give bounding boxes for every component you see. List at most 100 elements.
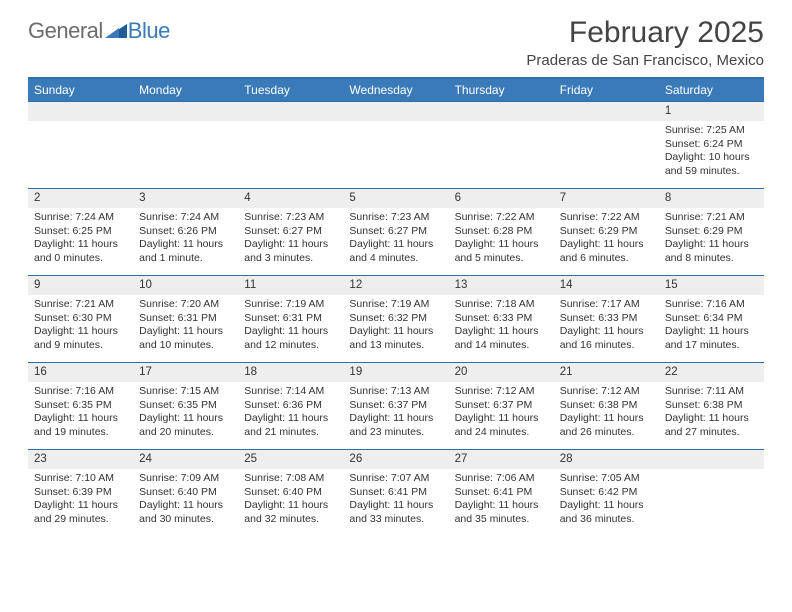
daylight-text: Daylight: 11 hours and 33 minutes. bbox=[349, 499, 442, 526]
day-number: 3 bbox=[133, 189, 238, 208]
sunrise-text: Sunrise: 7:12 AM bbox=[455, 385, 548, 399]
day-body: Sunrise: 7:12 AMSunset: 6:37 PMDaylight:… bbox=[449, 382, 554, 446]
sunset-text: Sunset: 6:31 PM bbox=[139, 312, 232, 326]
calendar-day: 15Sunrise: 7:16 AMSunset: 6:34 PMDayligh… bbox=[659, 276, 764, 362]
sunrise-text: Sunrise: 7:08 AM bbox=[244, 472, 337, 486]
day-body: Sunrise: 7:20 AMSunset: 6:31 PMDaylight:… bbox=[133, 295, 238, 359]
daylight-text: Daylight: 11 hours and 17 minutes. bbox=[665, 325, 758, 352]
day-body: Sunrise: 7:23 AMSunset: 6:27 PMDaylight:… bbox=[238, 208, 343, 272]
day-number: 28 bbox=[554, 450, 659, 469]
day-body: Sunrise: 7:11 AMSunset: 6:38 PMDaylight:… bbox=[659, 382, 764, 446]
daylight-text: Daylight: 11 hours and 1 minute. bbox=[139, 238, 232, 265]
day-number: 16 bbox=[28, 363, 133, 382]
day-body: Sunrise: 7:18 AMSunset: 6:33 PMDaylight:… bbox=[449, 295, 554, 359]
day-number: 5 bbox=[343, 189, 448, 208]
sunrise-text: Sunrise: 7:10 AM bbox=[34, 472, 127, 486]
calendar-day: 28Sunrise: 7:05 AMSunset: 6:42 PMDayligh… bbox=[554, 450, 659, 536]
calendar-day: 9Sunrise: 7:21 AMSunset: 6:30 PMDaylight… bbox=[28, 276, 133, 362]
day-number bbox=[554, 102, 659, 121]
day-number: 7 bbox=[554, 189, 659, 208]
sunrise-text: Sunrise: 7:22 AM bbox=[455, 211, 548, 225]
sunrise-text: Sunrise: 7:24 AM bbox=[139, 211, 232, 225]
day-number: 12 bbox=[343, 276, 448, 295]
day-body: Sunrise: 7:06 AMSunset: 6:41 PMDaylight:… bbox=[449, 469, 554, 533]
daylight-text: Daylight: 11 hours and 12 minutes. bbox=[244, 325, 337, 352]
calendar-day: 17Sunrise: 7:15 AMSunset: 6:35 PMDayligh… bbox=[133, 363, 238, 449]
day-body: Sunrise: 7:08 AMSunset: 6:40 PMDaylight:… bbox=[238, 469, 343, 533]
calendar-day: 25Sunrise: 7:08 AMSunset: 6:40 PMDayligh… bbox=[238, 450, 343, 536]
calendar-day: 18Sunrise: 7:14 AMSunset: 6:36 PMDayligh… bbox=[238, 363, 343, 449]
day-number: 2 bbox=[28, 189, 133, 208]
sunrise-text: Sunrise: 7:19 AM bbox=[349, 298, 442, 312]
day-number bbox=[659, 450, 764, 469]
daylight-text: Daylight: 11 hours and 16 minutes. bbox=[560, 325, 653, 352]
calendar-day: 3Sunrise: 7:24 AMSunset: 6:26 PMDaylight… bbox=[133, 189, 238, 275]
day-number: 11 bbox=[238, 276, 343, 295]
calendar-day: 24Sunrise: 7:09 AMSunset: 6:40 PMDayligh… bbox=[133, 450, 238, 536]
day-number: 25 bbox=[238, 450, 343, 469]
daylight-text: Daylight: 11 hours and 14 minutes. bbox=[455, 325, 548, 352]
calendar-day: 1Sunrise: 7:25 AMSunset: 6:24 PMDaylight… bbox=[659, 102, 764, 188]
daylight-text: Daylight: 11 hours and 6 minutes. bbox=[560, 238, 653, 265]
day-body: Sunrise: 7:10 AMSunset: 6:39 PMDaylight:… bbox=[28, 469, 133, 533]
calendar-day: 13Sunrise: 7:18 AMSunset: 6:33 PMDayligh… bbox=[449, 276, 554, 362]
day-body: Sunrise: 7:21 AMSunset: 6:30 PMDaylight:… bbox=[28, 295, 133, 359]
calendar-week: 9Sunrise: 7:21 AMSunset: 6:30 PMDaylight… bbox=[28, 275, 764, 362]
day-number bbox=[133, 102, 238, 121]
sunrise-text: Sunrise: 7:11 AM bbox=[665, 385, 758, 399]
day-number: 26 bbox=[343, 450, 448, 469]
sunset-text: Sunset: 6:29 PM bbox=[560, 225, 653, 239]
day-number: 1 bbox=[659, 102, 764, 121]
daylight-text: Daylight: 11 hours and 8 minutes. bbox=[665, 238, 758, 265]
sunrise-text: Sunrise: 7:06 AM bbox=[455, 472, 548, 486]
day-body: Sunrise: 7:07 AMSunset: 6:41 PMDaylight:… bbox=[343, 469, 448, 533]
title-block: February 2025 Praderas de San Francisco,… bbox=[526, 18, 764, 69]
calendar-day bbox=[28, 102, 133, 188]
sunrise-text: Sunrise: 7:15 AM bbox=[139, 385, 232, 399]
daylight-text: Daylight: 11 hours and 35 minutes. bbox=[455, 499, 548, 526]
day-number: 14 bbox=[554, 276, 659, 295]
day-number: 4 bbox=[238, 189, 343, 208]
dow-saturday: Saturday bbox=[659, 79, 764, 101]
day-number: 23 bbox=[28, 450, 133, 469]
dow-thursday: Thursday bbox=[449, 79, 554, 101]
calendar-day: 11Sunrise: 7:19 AMSunset: 6:31 PMDayligh… bbox=[238, 276, 343, 362]
day-number: 24 bbox=[133, 450, 238, 469]
day-number: 20 bbox=[449, 363, 554, 382]
sunrise-text: Sunrise: 7:23 AM bbox=[244, 211, 337, 225]
calendar-day bbox=[554, 102, 659, 188]
daylight-text: Daylight: 11 hours and 3 minutes. bbox=[244, 238, 337, 265]
dow-friday: Friday bbox=[554, 79, 659, 101]
sunrise-text: Sunrise: 7:21 AM bbox=[34, 298, 127, 312]
sunset-text: Sunset: 6:36 PM bbox=[244, 399, 337, 413]
day-body: Sunrise: 7:13 AMSunset: 6:37 PMDaylight:… bbox=[343, 382, 448, 446]
daylight-text: Daylight: 11 hours and 19 minutes. bbox=[34, 412, 127, 439]
sunrise-text: Sunrise: 7:14 AM bbox=[244, 385, 337, 399]
day-number bbox=[238, 102, 343, 121]
sunrise-text: Sunrise: 7:20 AM bbox=[139, 298, 232, 312]
calendar-day: 27Sunrise: 7:06 AMSunset: 6:41 PMDayligh… bbox=[449, 450, 554, 536]
logo-general: General bbox=[28, 18, 103, 44]
calendar-day bbox=[238, 102, 343, 188]
calendar-week: 23Sunrise: 7:10 AMSunset: 6:39 PMDayligh… bbox=[28, 449, 764, 536]
daylight-text: Daylight: 11 hours and 5 minutes. bbox=[455, 238, 548, 265]
day-number: 27 bbox=[449, 450, 554, 469]
calendar-week: 1Sunrise: 7:25 AMSunset: 6:24 PMDaylight… bbox=[28, 101, 764, 188]
sunset-text: Sunset: 6:40 PM bbox=[244, 486, 337, 500]
sunset-text: Sunset: 6:32 PM bbox=[349, 312, 442, 326]
dow-monday: Monday bbox=[133, 79, 238, 101]
header: General Blue February 2025 Praderas de S… bbox=[28, 18, 764, 69]
day-body: Sunrise: 7:25 AMSunset: 6:24 PMDaylight:… bbox=[659, 121, 764, 185]
calendar-day: 12Sunrise: 7:19 AMSunset: 6:32 PMDayligh… bbox=[343, 276, 448, 362]
daylight-text: Daylight: 11 hours and 10 minutes. bbox=[139, 325, 232, 352]
logo-triangle-icon bbox=[105, 22, 127, 40]
day-of-week-header: Sunday Monday Tuesday Wednesday Thursday… bbox=[28, 79, 764, 101]
sunrise-text: Sunrise: 7:13 AM bbox=[349, 385, 442, 399]
calendar-day: 23Sunrise: 7:10 AMSunset: 6:39 PMDayligh… bbox=[28, 450, 133, 536]
day-body: Sunrise: 7:14 AMSunset: 6:36 PMDaylight:… bbox=[238, 382, 343, 446]
daylight-text: Daylight: 11 hours and 21 minutes. bbox=[244, 412, 337, 439]
calendar-day: 7Sunrise: 7:22 AMSunset: 6:29 PMDaylight… bbox=[554, 189, 659, 275]
sunset-text: Sunset: 6:25 PM bbox=[34, 225, 127, 239]
sunset-text: Sunset: 6:27 PM bbox=[244, 225, 337, 239]
sunset-text: Sunset: 6:41 PM bbox=[349, 486, 442, 500]
